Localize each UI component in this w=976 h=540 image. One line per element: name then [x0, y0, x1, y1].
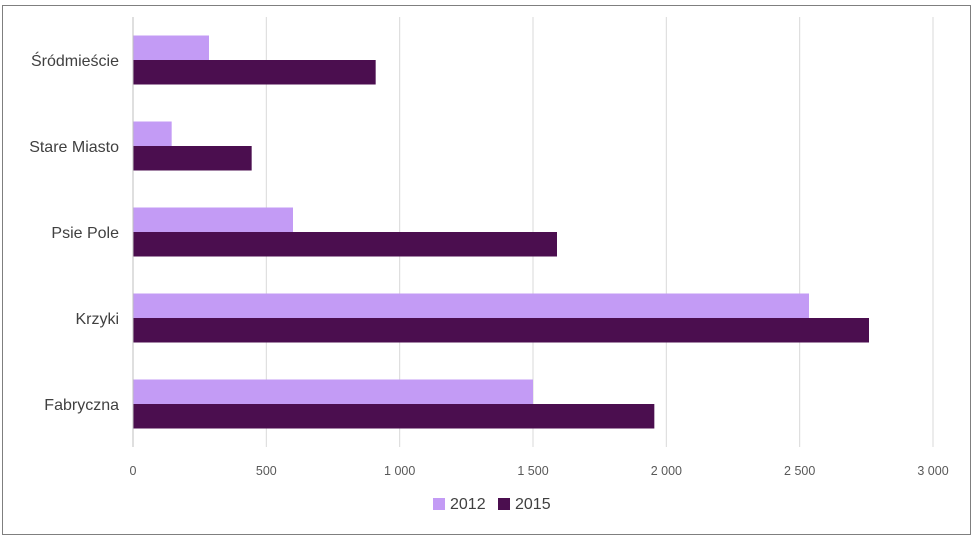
legend-swatch-2012	[433, 498, 445, 510]
legend-swatch-2015	[498, 498, 510, 510]
bar-2015-1	[133, 146, 252, 171]
bar-2015-0	[133, 60, 376, 85]
x-tick-label: 2 000	[651, 464, 682, 478]
x-tick-label: 1 000	[384, 464, 415, 478]
bar-2015-3	[133, 318, 869, 343]
category-label: Krzyki	[75, 311, 119, 328]
bar-2012-1	[133, 121, 172, 146]
x-tick-label: 2 500	[784, 464, 815, 478]
x-tick-label: 1 500	[517, 464, 548, 478]
bar-2012-3	[133, 293, 809, 318]
category-label: Śródmieście	[31, 51, 119, 70]
bar-2012-4	[133, 379, 533, 404]
category-label: Fabryczna	[44, 397, 119, 414]
x-tick-label: 3 000	[917, 464, 948, 478]
bar-chart: Śródmieście Stare Miasto Psie Pole Krzyki Fa…	[29, 17, 949, 513]
chart-frame: Śródmieście Stare Miasto Psie Pole Krzyki Fa…	[2, 5, 971, 535]
x-tick-label: 0	[130, 464, 137, 478]
category-label: Psie Pole	[51, 225, 119, 242]
legend-label-2015: 2015	[515, 496, 551, 513]
legend: 2012 2015	[433, 496, 551, 513]
bars	[133, 35, 869, 429]
x-tick-labels: 0 500 1 000 1 500 2 000 2 500 3 000	[130, 464, 949, 478]
bar-2012-0	[133, 35, 209, 60]
category-labels: Śródmieście Stare Miasto Psie Pole Krzyki Fa…	[29, 51, 119, 414]
legend-label-2012: 2012	[450, 496, 486, 513]
bar-2015-4	[133, 404, 655, 429]
x-tick-label: 500	[256, 464, 277, 478]
bar-2015-2	[133, 232, 557, 257]
category-label: Stare Miasto	[29, 139, 119, 156]
bar-2012-2	[133, 207, 293, 232]
